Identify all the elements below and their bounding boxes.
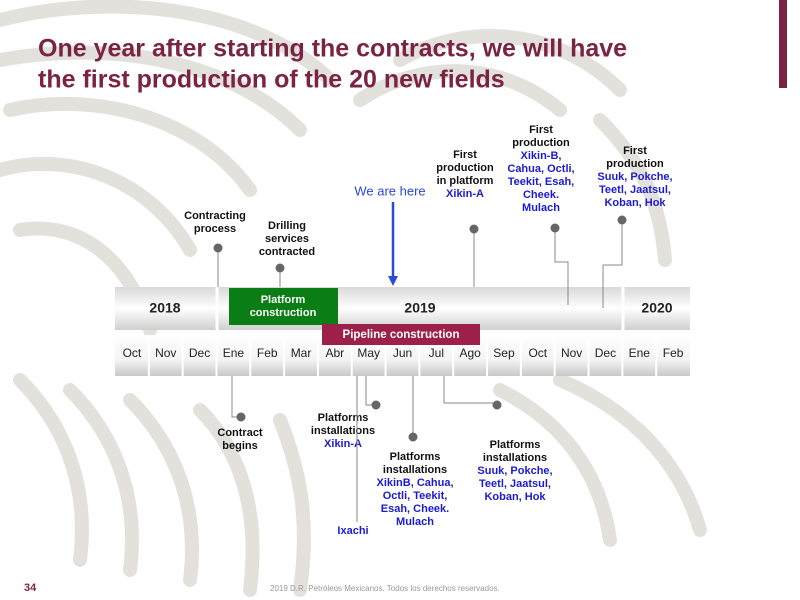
month-label: Ene (223, 346, 245, 360)
event-label: production (512, 137, 570, 149)
we-are-here: We are here (354, 183, 425, 198)
connector (554, 232, 569, 305)
pipeline-bar (322, 324, 480, 345)
month-label: May (357, 346, 380, 360)
year-label: 2019 (404, 300, 435, 316)
event-fields: Suuk, Pokche, (597, 171, 672, 183)
bar-label: Pipeline construction (343, 329, 460, 341)
event-fields: Xikin-A (446, 188, 484, 200)
event-fields: Koban, Hok (604, 197, 666, 209)
connector (365, 376, 372, 406)
month-label: Ene (629, 346, 651, 360)
event-fields: Cahua, Octli, (507, 163, 574, 175)
event-fields: Teetl, Jaatsul, (479, 478, 551, 490)
background-feathers (0, 0, 707, 597)
month-label: Nov (155, 346, 176, 360)
event-label: Contracting (184, 210, 246, 222)
event-fields: Suuk, Pokche, (477, 465, 552, 477)
month-label: Jul (429, 346, 444, 360)
event-fields: Xikin-B, (521, 150, 562, 162)
connector (231, 376, 237, 418)
event-label: First (623, 145, 647, 157)
month-label: Oct (528, 346, 547, 360)
event-fields: Teetl, Jaatsul, (599, 184, 671, 196)
event-dot (408, 432, 418, 442)
year-label: 2018 (149, 300, 180, 316)
event-dot (469, 224, 479, 234)
bar-label: Platform (261, 294, 306, 306)
month-label: Abr (326, 346, 345, 360)
event-label: Platforms (390, 451, 441, 463)
title-line: the first production of the 20 new field… (38, 66, 505, 94)
event-label: process (194, 223, 236, 235)
month-label: Mar (291, 346, 312, 360)
event-label: installations (383, 464, 447, 476)
event-dot (213, 243, 223, 253)
page-number: 34 (24, 582, 37, 594)
event-label: Platforms (318, 412, 369, 424)
event-label: services (265, 233, 309, 245)
event-label: First (529, 124, 553, 136)
event-fields: Octli, Teekit, (383, 490, 448, 502)
event-fields: Cheek. (523, 189, 559, 201)
month-label: Sep (493, 346, 515, 360)
copyright: 2019 D.R. Petróleos Mexicanos. Todos los… (270, 584, 500, 593)
month-label: Jun (393, 346, 412, 360)
event-fields: Mulach (522, 202, 560, 214)
event-fields: XikinB, Cahua, (376, 477, 453, 489)
event-fields: Koban, Hok (484, 491, 546, 503)
event-fields: Xikin-A (324, 438, 362, 450)
event-fields: Teekit, Esah, (508, 176, 574, 188)
month-label: Feb (257, 346, 278, 360)
event-dot (236, 412, 246, 422)
connector (443, 376, 493, 404)
month-label: Oct (123, 346, 142, 360)
event-label: installations (311, 425, 375, 437)
arrow-head (388, 276, 398, 286)
month-label: Nov (561, 346, 582, 360)
year-label: 2020 (641, 300, 672, 316)
event-fields: Mulach (396, 516, 434, 528)
event-label: First (453, 149, 477, 161)
event-label: in platform (437, 175, 494, 187)
year-band (115, 287, 690, 330)
event-label: production (606, 158, 664, 170)
month-label: Ago (459, 346, 481, 360)
event-dot (275, 263, 285, 273)
event-fields: Ixachi (337, 525, 368, 537)
event-label: begins (222, 440, 257, 452)
platform-bar (229, 288, 338, 325)
event-label: installations (483, 452, 547, 464)
event-dot (492, 400, 502, 410)
bar-label: construction (250, 307, 317, 319)
event-dot (550, 223, 560, 233)
title-line: One year after starting the contracts, w… (38, 35, 627, 63)
event-dot (371, 400, 381, 410)
connector (602, 224, 623, 308)
event-dot (617, 215, 627, 225)
month-label: Feb (663, 346, 684, 360)
event-label: production (436, 162, 494, 174)
month-label: Dec (189, 346, 210, 360)
event-label: Platforms (490, 439, 541, 451)
event-fields: Esah, Cheek. (381, 503, 449, 515)
event-label: contracted (259, 246, 315, 258)
accent-bar (779, 0, 787, 88)
month-label: Dec (595, 346, 616, 360)
event-label: Drilling (268, 220, 306, 232)
event-label: Contract (217, 427, 263, 439)
